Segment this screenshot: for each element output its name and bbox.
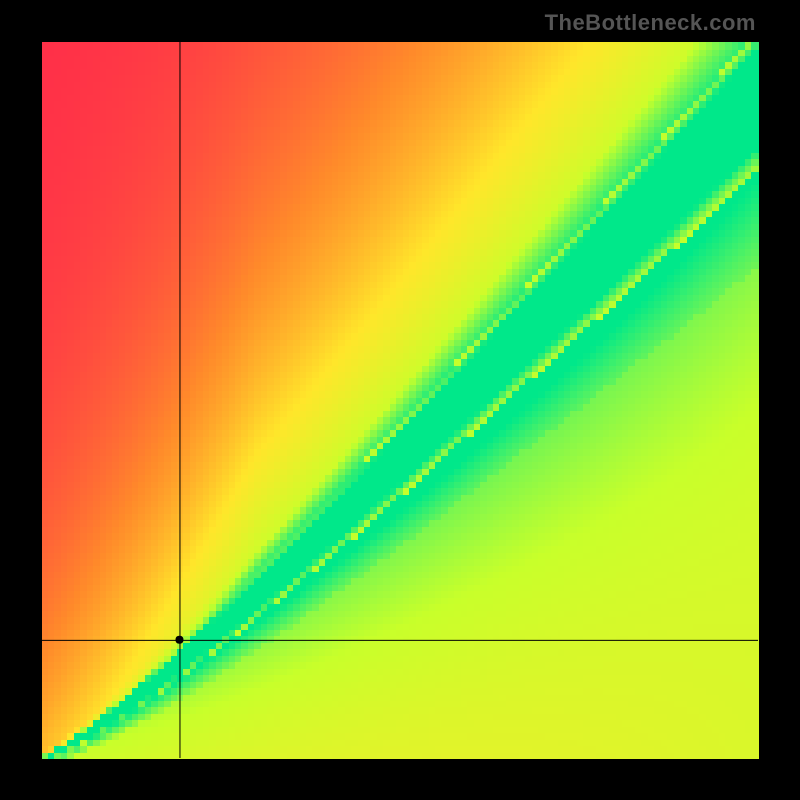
bottleneck-heatmap xyxy=(0,0,800,800)
watermark-text: TheBottleneck.com xyxy=(545,10,756,36)
